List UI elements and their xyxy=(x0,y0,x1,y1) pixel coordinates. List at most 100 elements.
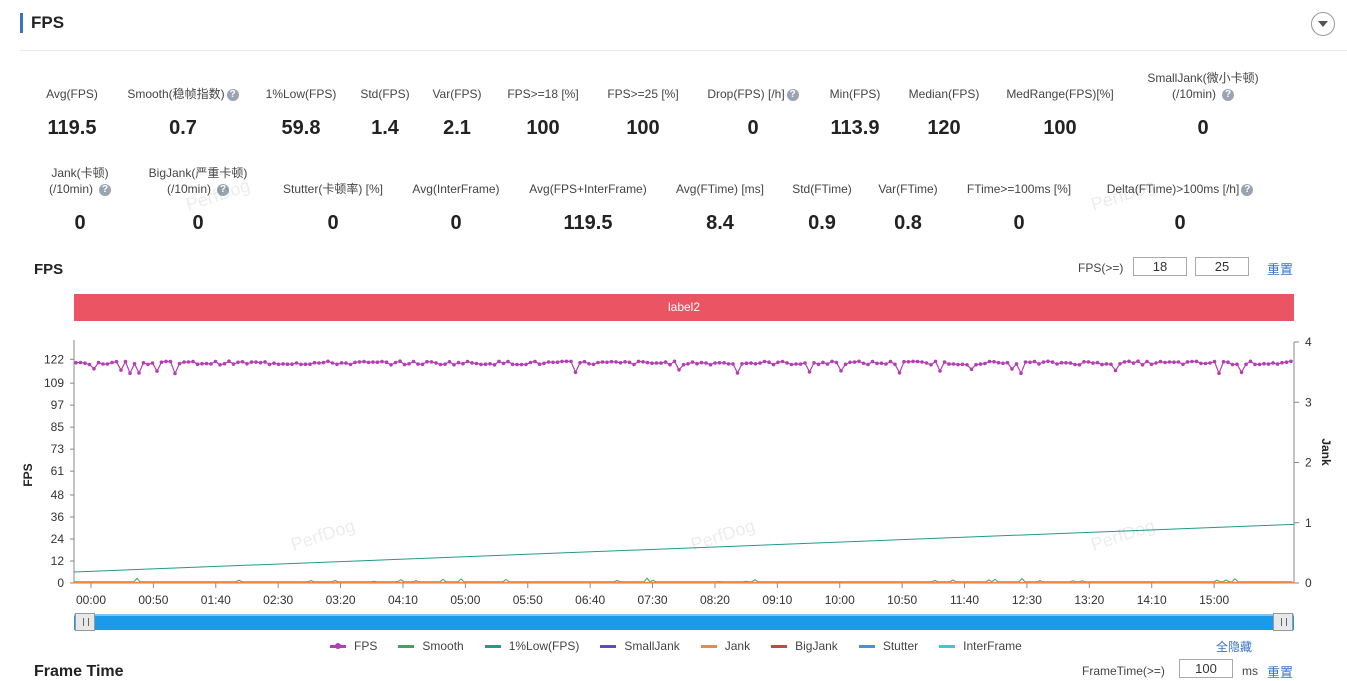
metric-label: Var(FTime) xyxy=(828,181,988,197)
help-icon[interactable]: ? xyxy=(226,88,239,101)
help-icon[interactable]: ? xyxy=(786,88,799,101)
fps-point xyxy=(1262,361,1266,366)
fps-point xyxy=(456,360,461,365)
fps-point xyxy=(1019,371,1023,375)
y-tick-label: 97 xyxy=(51,398,65,412)
x-tick-label: 14:10 xyxy=(1137,593,1167,607)
metric-value: 100 xyxy=(626,117,660,139)
time-range-slider[interactable] xyxy=(74,614,1294,630)
fps-point xyxy=(555,360,560,364)
metric-label-text: Avg(FPS) xyxy=(46,87,98,101)
legend-item-fps[interactable]: FPS xyxy=(330,638,377,654)
fps-point xyxy=(524,362,528,367)
y-tick-label: 61 xyxy=(51,464,65,478)
fps-point xyxy=(272,361,276,365)
y-tick-label: 36 xyxy=(51,510,65,524)
metric-medrange-fps: MedRange(FPS)[%] 100 xyxy=(980,86,1140,139)
legend-item-smalljank[interactable]: SmallJank xyxy=(600,638,680,654)
label-band[interactable]: label2 xyxy=(74,294,1294,321)
fps-point xyxy=(839,369,843,373)
y2-tick-label: 4 xyxy=(1305,335,1312,349)
fps-point xyxy=(573,370,578,375)
metric-value: 0 xyxy=(450,212,462,234)
fps-point xyxy=(285,362,290,366)
fps-point xyxy=(213,359,218,364)
fps-point xyxy=(222,361,227,366)
fps-point xyxy=(551,360,555,365)
fps-point xyxy=(564,359,569,364)
fps-point xyxy=(659,361,663,365)
legend-swatch xyxy=(484,644,501,648)
metric-value: 0.8 xyxy=(894,212,922,234)
metric-label: Drop(FPS) [/h]? xyxy=(673,86,833,102)
fps-point xyxy=(636,359,641,364)
legend-label: FPS xyxy=(354,639,378,653)
legend-item-1-low-fps[interactable]: 1%Low(FPS) xyxy=(484,638,579,654)
fps-point xyxy=(461,361,465,366)
metric-avg-interframe: Avg(InterFrame) 0 xyxy=(376,181,536,234)
fps-threshold-2-input[interactable] xyxy=(1195,257,1249,276)
help-icon[interactable]: ? xyxy=(1241,183,1254,196)
fps-point xyxy=(978,362,983,366)
metric-delta-ftime-100ms-h: Delta(FTime)>100ms [/h]? 0 xyxy=(1100,181,1260,234)
metric-fps-18: FPS>=18 [%] 100 xyxy=(463,86,623,139)
fps-point xyxy=(771,362,776,367)
fps-point xyxy=(344,361,348,365)
metric-label: Delta(FTime)>100ms [/h]? xyxy=(1100,181,1260,197)
fps-point xyxy=(735,371,740,375)
metric-smalljank: SmallJank(微小卡顿) (/10min)? 0 xyxy=(1123,70,1283,139)
fps-point xyxy=(317,361,321,365)
fps-point xyxy=(146,362,150,367)
legend-item-interframe[interactable]: InterFrame xyxy=(939,638,1022,654)
fps-point xyxy=(1280,360,1284,365)
fps-point xyxy=(195,362,200,366)
fps-point xyxy=(879,361,884,365)
slider-start-handle[interactable] xyxy=(75,613,95,631)
legend-item-stutter[interactable]: Stutter xyxy=(858,638,918,654)
metric-label-unit: (/10min) xyxy=(48,182,93,196)
fps-point xyxy=(956,362,960,367)
fps-point xyxy=(339,361,344,365)
fps-point xyxy=(717,361,722,365)
frame-time-section-title: Frame Time xyxy=(34,663,124,680)
legend-item-smooth[interactable]: Smooth xyxy=(398,638,464,654)
legend-item-jank[interactable]: Jank xyxy=(700,638,750,654)
frametime-reset-link[interactable]: 重置 xyxy=(1267,665,1294,680)
help-icon[interactable]: ? xyxy=(217,183,229,196)
help-icon[interactable]: ? xyxy=(99,183,111,196)
metric-label-text: Drop(FPS) [/h] xyxy=(707,87,785,101)
collapse-button[interactable] xyxy=(1311,12,1335,36)
fps-point xyxy=(168,359,173,364)
slider-end-handle[interactable] xyxy=(1273,613,1293,631)
hide-all-link[interactable]: 全隐藏 xyxy=(1216,640,1253,654)
fps-point xyxy=(1046,359,1050,364)
fps-reset-link[interactable]: 重置 xyxy=(1267,262,1294,277)
metric-label: Std(FPS) xyxy=(305,86,465,102)
help-icon[interactable]: ? xyxy=(1222,88,1234,101)
fps-threshold-label: FPS(>=) xyxy=(1078,261,1124,275)
fps-point xyxy=(1104,362,1109,366)
fps-point xyxy=(326,359,330,364)
fps-point xyxy=(231,362,236,366)
metric-label: Avg(FPS) xyxy=(0,86,152,102)
fps-section-title: FPS xyxy=(34,261,64,278)
fps-point xyxy=(87,362,92,367)
fps-point xyxy=(969,367,974,372)
fps-point xyxy=(438,362,443,367)
metric-value: 0 xyxy=(747,117,759,139)
fps-point xyxy=(888,359,893,364)
fps-point xyxy=(407,362,411,366)
legend-item-bigjank[interactable]: BigJank xyxy=(771,638,838,654)
fps-point xyxy=(767,360,771,364)
fps-point xyxy=(105,362,110,366)
fps-point xyxy=(897,371,902,375)
fps-point xyxy=(128,371,132,375)
fps-point xyxy=(1127,359,1131,364)
metric-avg-ftime-ms: Avg(FTime) [ms] 8.4 xyxy=(640,181,800,234)
fps-point xyxy=(1131,361,1136,365)
fps-threshold-1-input[interactable] xyxy=(1133,257,1187,276)
metric-value: 0 xyxy=(327,212,339,234)
frametime-threshold-input[interactable] xyxy=(1179,659,1233,678)
fps-chart[interactable]: 0122436486173859710912201234FPSJank00:00… xyxy=(0,330,1347,614)
metric-label: SmallJank(微小卡顿) xyxy=(1123,70,1283,86)
